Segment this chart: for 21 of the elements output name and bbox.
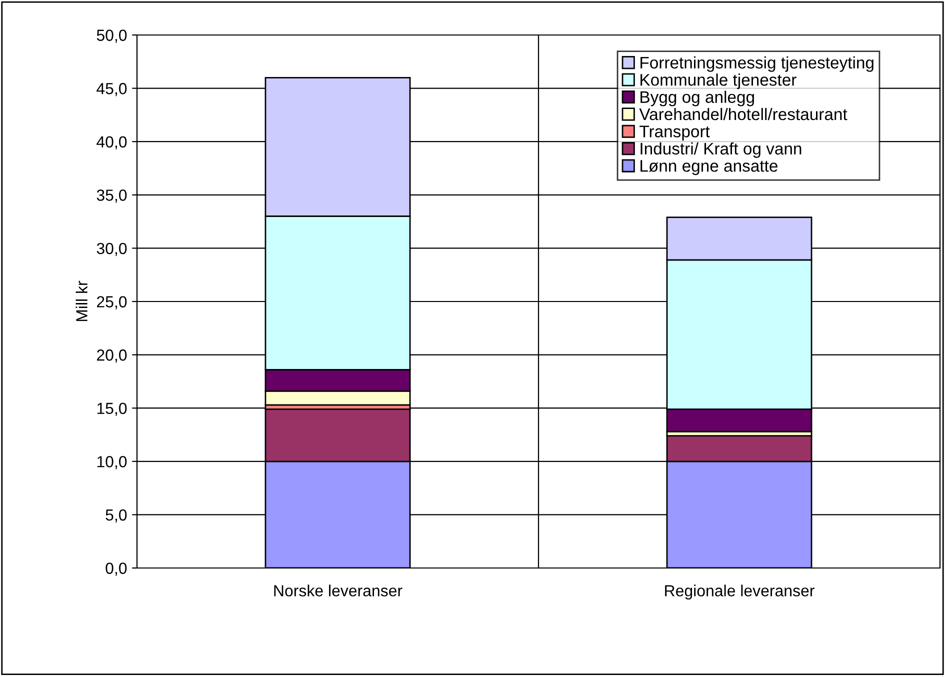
y-tick-label: 25,0 <box>97 296 127 310</box>
y-tick-label: 15,0 <box>97 402 127 416</box>
legend-label: Forretningsmessig tjenesteyting <box>640 56 874 72</box>
y-tick-label: 10,0 <box>97 456 127 470</box>
y-tick-label: 5,0 <box>106 509 127 523</box>
legend-label: Lønn egne ansatte <box>640 160 778 176</box>
legend-label: Industri/ Kraft og vann <box>640 142 802 158</box>
legend-label: Kommunale tjenester <box>640 74 796 90</box>
y-tick-label: 0,0 <box>106 562 127 576</box>
y-tick-label: 30,0 <box>96 242 127 256</box>
y-tick-label: 45,0 <box>96 82 127 96</box>
y-tick-label: 20,0 <box>97 349 127 363</box>
legend-label: Transport <box>640 126 710 141</box>
y-tick-label: 35,0 <box>96 190 127 203</box>
y-axis-title: Mill kr <box>76 280 88 322</box>
legend-label: Bygg og anlegg <box>640 90 754 106</box>
legend-label: Varehandel/hotell/restaurant <box>639 108 848 120</box>
y-tick-label: 40,0 <box>96 136 127 150</box>
x-tick-label: Norske leveranser <box>274 584 402 596</box>
x-tick-label: Regionale leveranser <box>665 584 814 600</box>
y-tick-label: 50,0 <box>96 30 127 43</box>
